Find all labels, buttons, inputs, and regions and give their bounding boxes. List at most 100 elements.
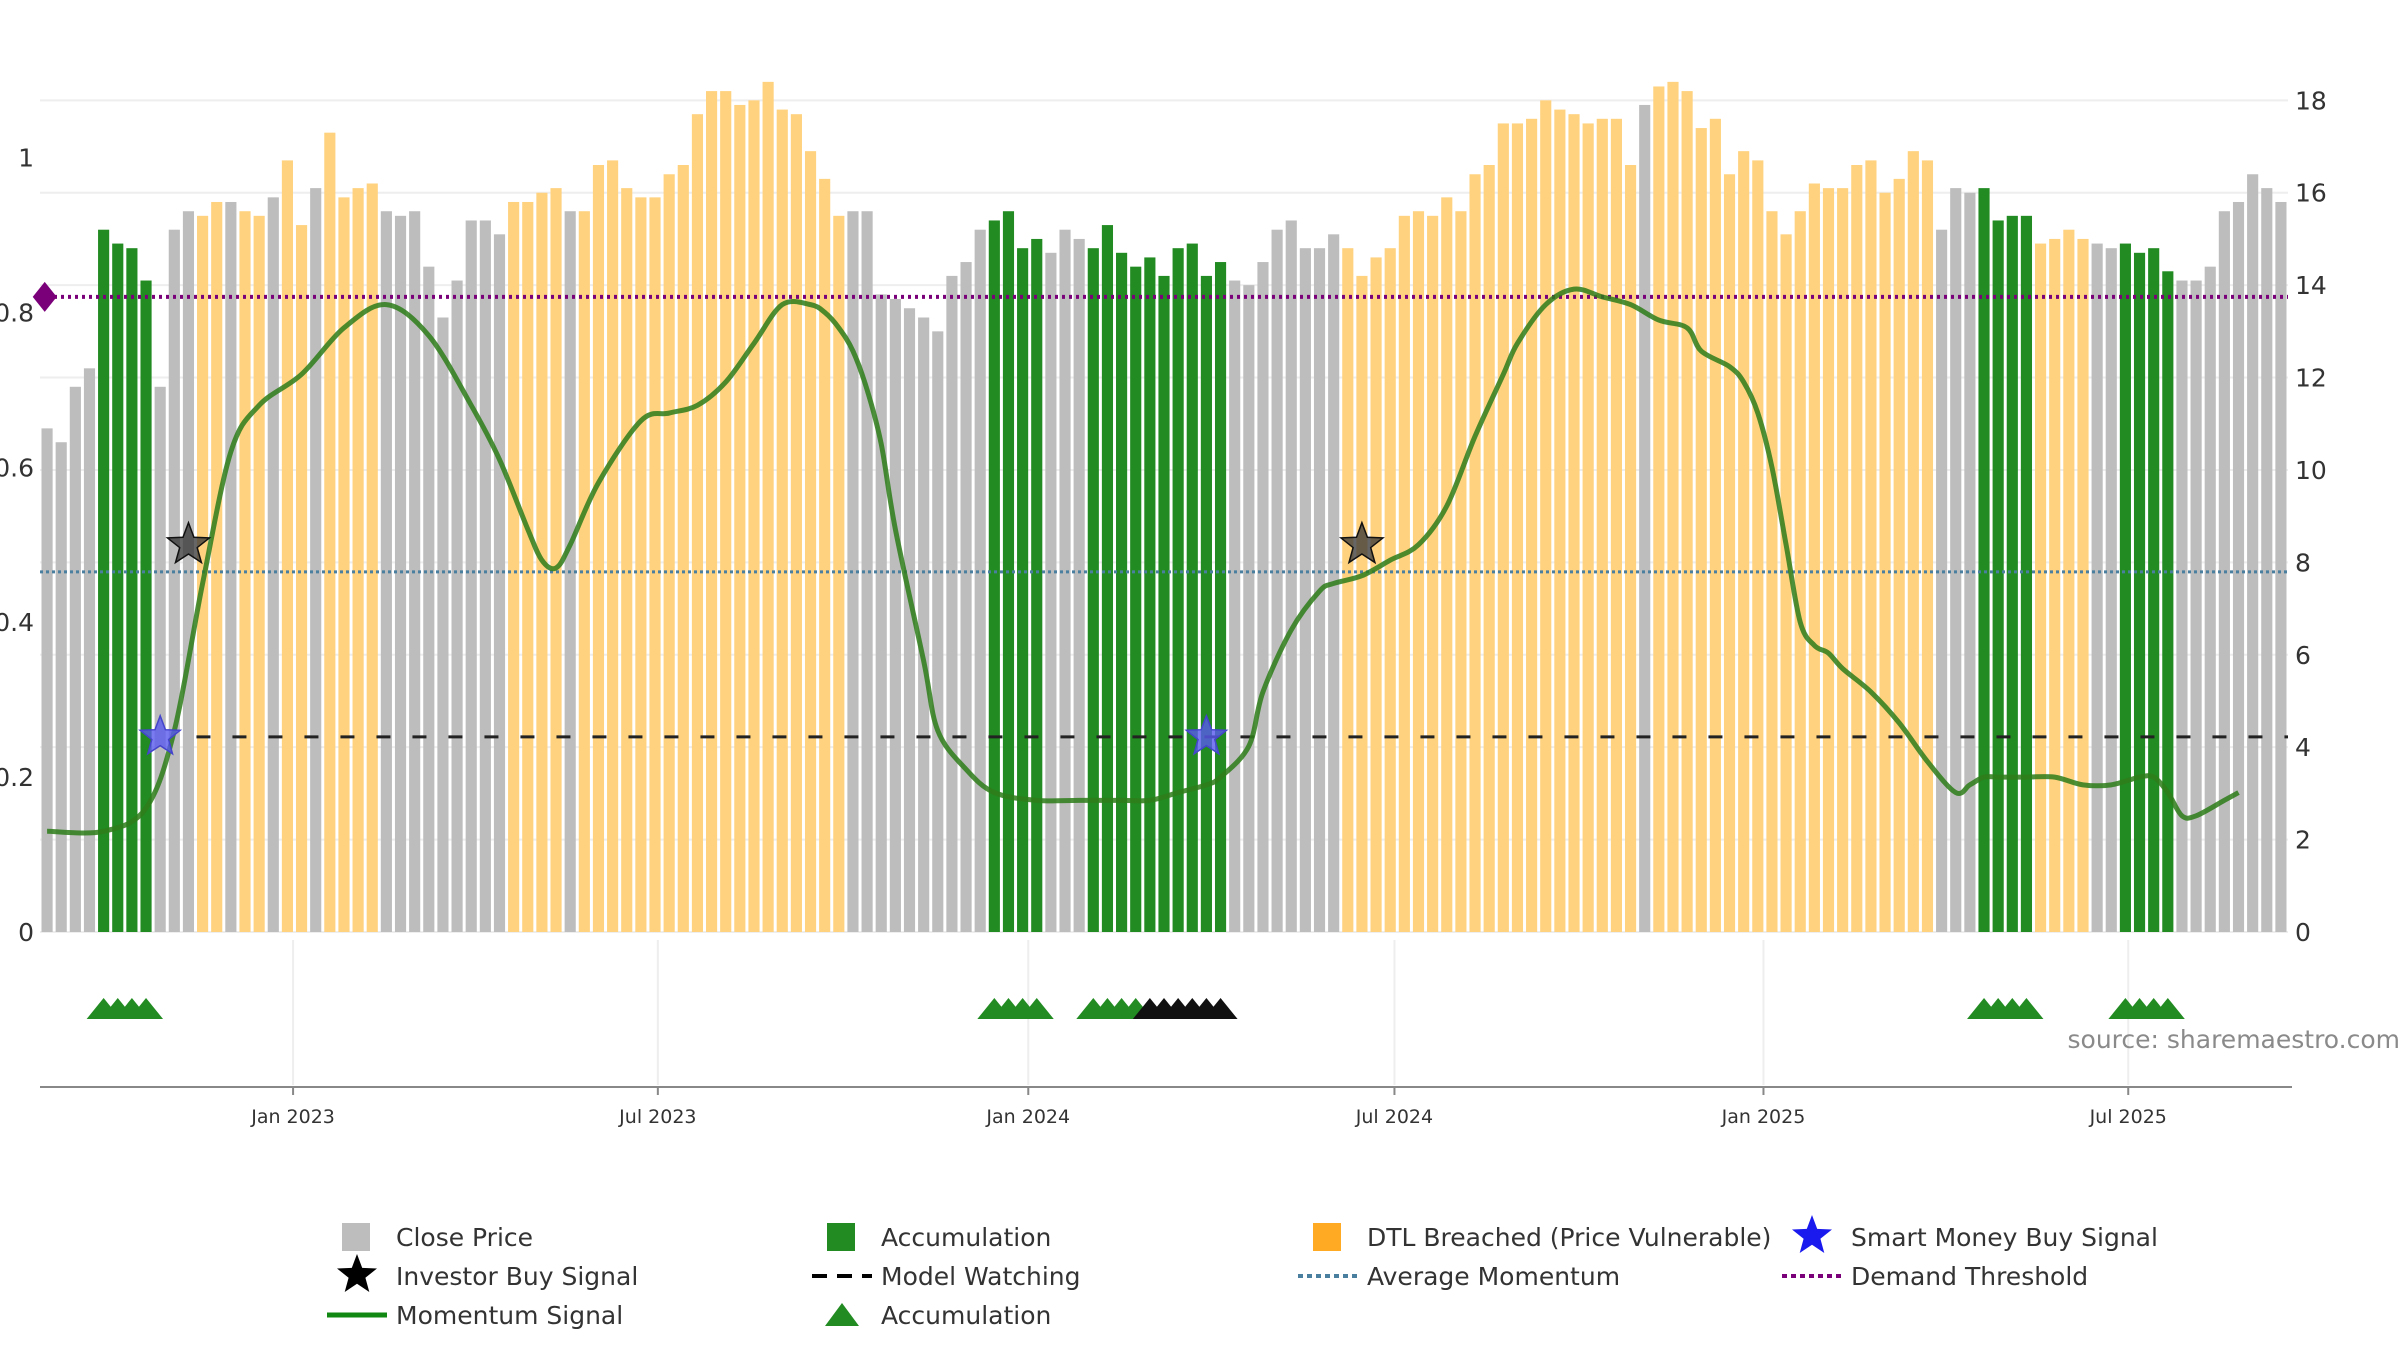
- demand-threshold-marker: [32, 281, 57, 312]
- left-axis-tick-label: 0.8: [0, 298, 34, 327]
- price-bar: [98, 229, 110, 932]
- price-bar: [366, 183, 378, 932]
- price-bar: [267, 197, 279, 932]
- price-bar: [1483, 165, 1495, 932]
- price-bar: [338, 197, 350, 932]
- price-bar: [1229, 280, 1241, 933]
- price-bar: [988, 220, 1000, 933]
- price-bar: [1554, 109, 1566, 932]
- price-bar: [1653, 86, 1665, 932]
- price-bar: [1398, 215, 1410, 932]
- price-bar: [1073, 238, 1085, 933]
- price-bar: [380, 211, 392, 932]
- legend-smart-money-star-icon: [1792, 1215, 1832, 1253]
- legend-label: Average Momentum: [1367, 1262, 1620, 1291]
- accumulation-markers: [86, 998, 2185, 1019]
- price-bar: [2162, 271, 2174, 932]
- price-bar: [960, 262, 972, 932]
- left-axis-tick-label: 0.2: [0, 763, 34, 792]
- price-bar: [1907, 151, 1919, 933]
- price-bar: [2006, 215, 2018, 932]
- price-bar: [1356, 275, 1368, 932]
- price-bar: [1342, 248, 1354, 933]
- right-axis-tick-label: 0: [2295, 918, 2311, 947]
- accumulation-triangle: [1019, 998, 1054, 1019]
- price-bar: [550, 188, 562, 933]
- price-bar: [1214, 262, 1227, 932]
- price-bar: [2204, 266, 2216, 932]
- price-bar: [2176, 280, 2188, 933]
- price-bar: [932, 331, 944, 932]
- price-bar: [1695, 128, 1707, 932]
- price-bar: [1059, 229, 1071, 932]
- legend-label: DTL Breached (Price Vulnerable): [1367, 1223, 1771, 1252]
- price-bar: [1822, 188, 1835, 933]
- price-bar: [1752, 160, 1764, 933]
- price-bar: [677, 165, 689, 932]
- price-bar: [649, 197, 661, 932]
- price-bars: [41, 81, 2287, 933]
- price-bar: [1893, 178, 1905, 933]
- price-bar: [1045, 252, 1057, 932]
- price-bar: [903, 308, 916, 932]
- price-bar: [1285, 220, 1297, 933]
- price-bar: [889, 299, 901, 933]
- legend-item: Accumulation: [825, 1301, 1051, 1330]
- price-bar: [2020, 215, 2033, 932]
- price-bar: [1992, 220, 2004, 933]
- price-bar: [1540, 100, 1552, 933]
- price-bar: [1158, 275, 1170, 932]
- price-bar: [1582, 123, 1594, 933]
- x-axis-tick-label: Jan 2023: [250, 1106, 335, 1128]
- price-bar: [1865, 160, 1877, 933]
- price-bar: [1511, 123, 1524, 933]
- price-bar: [41, 428, 53, 932]
- accumulation-triangle: [2009, 998, 2044, 1019]
- price-bar: [607, 160, 619, 933]
- price-bar: [762, 81, 774, 933]
- price-bar: [69, 386, 81, 932]
- price-bar: [2190, 280, 2202, 933]
- legend-label: Smart Money Buy Signal: [1851, 1223, 2158, 1252]
- legend-item: Model Watching: [812, 1262, 1081, 1291]
- price-bar: [1243, 285, 1255, 932]
- price-bar: [1978, 188, 1990, 933]
- price-bar: [1116, 252, 1128, 932]
- legend-dtl-swatch: [1313, 1223, 1341, 1251]
- price-bar: [352, 188, 364, 933]
- left-axis-tick-label: 1: [18, 143, 34, 172]
- price-bar: [1130, 266, 1142, 932]
- price-bar: [578, 211, 590, 932]
- investor-buy-signal-star: [1338, 520, 1385, 565]
- price-bar: [324, 132, 336, 932]
- price-bar: [720, 91, 732, 933]
- price-bar: [2091, 243, 2103, 932]
- source-note: source: sharemaestro.com: [2068, 1025, 2400, 1054]
- price-bar: [2247, 174, 2259, 932]
- legend-close-price-swatch: [342, 1223, 370, 1251]
- left-axis-tick-label: 0: [18, 918, 34, 947]
- price-bar: [295, 225, 308, 932]
- price-bar: [2232, 201, 2245, 933]
- x-axis-tick-label: Jan 2025: [1721, 1106, 1806, 1128]
- price-bar: [1596, 118, 1608, 932]
- left-axis-tick-label: 0.4: [0, 608, 34, 637]
- legend-item: Investor Buy Signal: [337, 1254, 638, 1292]
- price-bar: [1172, 248, 1184, 933]
- price-bar: [2063, 229, 2075, 932]
- price-bar: [1780, 234, 1792, 932]
- legend-item: Momentum Signal: [327, 1301, 623, 1330]
- price-bar: [1144, 257, 1156, 933]
- price-bar: [83, 368, 96, 932]
- price-bar: [465, 220, 477, 933]
- price-bar: [1681, 91, 1693, 933]
- price-bar: [819, 178, 831, 933]
- price-bar: [1568, 114, 1580, 932]
- legend-accumulation-triangle-icon: [825, 1303, 859, 1326]
- price-bar: [1497, 123, 1509, 933]
- right-axis-tick-label: 12: [2295, 364, 2327, 393]
- legend-item: Average Momentum: [1298, 1262, 1620, 1291]
- price-bar: [1837, 188, 1849, 933]
- price-bar: [2035, 243, 2047, 932]
- price-bar: [2275, 201, 2287, 933]
